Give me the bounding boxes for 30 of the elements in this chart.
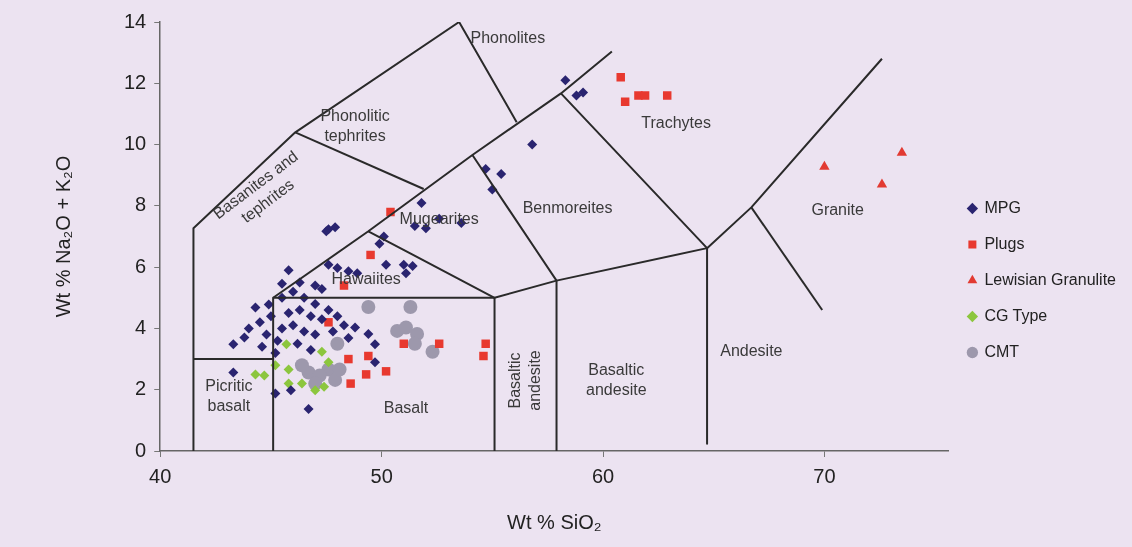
annotation: Hawaiites <box>331 269 401 287</box>
annotation: Basalt <box>383 399 429 417</box>
y-tick-label: 4 <box>135 315 147 338</box>
annotation: Trachytes <box>641 113 711 131</box>
legend-label: CG Type <box>984 306 1048 324</box>
annotation: Phonolitic tephrites <box>320 106 390 144</box>
annotation: Benmoreites <box>522 199 613 217</box>
annotation: Andesite <box>720 342 783 360</box>
y-tick-label: 8 <box>135 193 147 216</box>
y-tick-label: 10 <box>124 132 147 155</box>
x-tick-label: 50 <box>370 464 393 487</box>
annotation: Granite <box>811 200 865 218</box>
y-axis-title: Wt % Na₂O + K₂O <box>51 155 74 318</box>
legend-label: MPG <box>984 198 1021 216</box>
y-tick-label: 0 <box>135 438 147 461</box>
x-axis-title: Wt % SiO₂ <box>507 510 602 533</box>
annotation: Picritic basalt <box>205 377 253 415</box>
y-tick-label: 2 <box>135 377 147 400</box>
y-tick-label: 14 <box>124 9 147 32</box>
annotation: Basaltic andesite <box>505 350 543 411</box>
annotation: Basaltic andesite <box>586 360 647 398</box>
annotation: Phonolites <box>470 29 546 47</box>
x-tick-label: 40 <box>149 464 172 487</box>
legend-label: Lewisian Granulite <box>984 270 1117 288</box>
legend-label: CMT <box>984 342 1020 360</box>
legend-label: Plugs <box>984 234 1025 252</box>
x-tick-label: 70 <box>813 464 836 487</box>
y-tick-label: 12 <box>124 70 147 93</box>
x-tick-label: 60 <box>591 464 615 487</box>
y-tick-label: 6 <box>135 254 147 277</box>
